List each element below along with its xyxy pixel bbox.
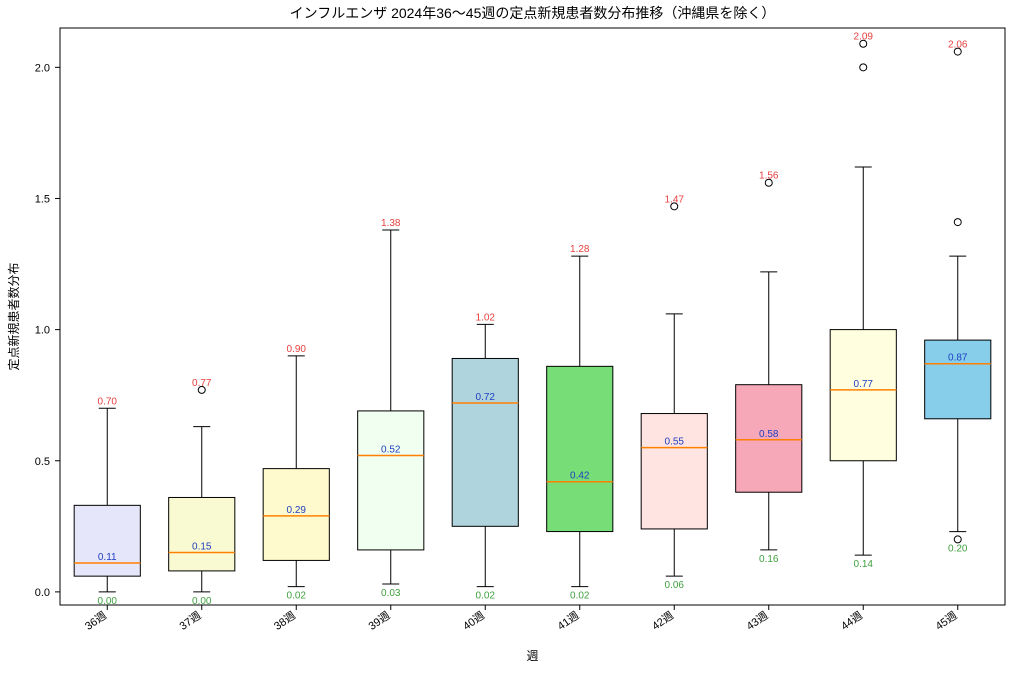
svg-text:1.28: 1.28 <box>570 244 590 255</box>
y-axis-label: 定点新規患者数分布 <box>6 262 21 370</box>
svg-text:0.20: 0.20 <box>948 543 968 554</box>
boxplot-chart: 0.0 0.5 1.0 1.5 2.0 36週 37週 38週 39週 40週 41週 42週 43週 4… <box>0 0 1024 683</box>
svg-text:1.56: 1.56 <box>759 171 779 182</box>
svg-text:0.77: 0.77 <box>192 378 212 389</box>
box-39週 <box>358 411 424 550</box>
svg-text:44週: 44週 <box>838 609 865 633</box>
svg-text:0.02: 0.02 <box>476 591 496 602</box>
box-40週 <box>452 358 518 526</box>
svg-text:0.0: 0.0 <box>35 587 50 599</box>
svg-text:0.29: 0.29 <box>287 505 307 516</box>
svg-text:40週: 40週 <box>460 609 487 633</box>
svg-text:39週: 39週 <box>366 609 393 633</box>
svg-text:0.72: 0.72 <box>476 392 496 403</box>
svg-text:37週: 37週 <box>177 609 204 633</box>
box-41週 <box>547 366 613 531</box>
svg-text:2.06: 2.06 <box>948 40 968 51</box>
svg-text:1.47: 1.47 <box>665 194 685 205</box>
svg-text:0.14: 0.14 <box>854 559 874 570</box>
svg-text:45週: 45週 <box>933 609 960 633</box>
box-37週 <box>169 497 235 570</box>
svg-text:1.0: 1.0 <box>35 325 50 337</box>
svg-text:1.5: 1.5 <box>35 193 50 205</box>
svg-text:0.77: 0.77 <box>854 379 874 390</box>
svg-text:0.42: 0.42 <box>570 471 590 482</box>
svg-text:0.58: 0.58 <box>759 429 779 440</box>
svg-text:38週: 38週 <box>271 609 298 633</box>
box-44週 <box>830 330 896 461</box>
svg-text:42週: 42週 <box>649 609 676 633</box>
svg-text:0.16: 0.16 <box>759 554 779 565</box>
svg-text:0.87: 0.87 <box>948 353 968 364</box>
svg-text:1.38: 1.38 <box>381 218 401 229</box>
box-42週 <box>641 414 707 529</box>
svg-text:0.15: 0.15 <box>192 542 212 553</box>
svg-text:0.06: 0.06 <box>665 580 685 591</box>
svg-text:0.11: 0.11 <box>98 552 117 563</box>
svg-text:0.55: 0.55 <box>665 437 685 448</box>
svg-text:43週: 43週 <box>744 609 771 633</box>
svg-text:2.0: 2.0 <box>35 62 50 74</box>
svg-text:1.02: 1.02 <box>476 312 496 323</box>
x-axis-label: 週 <box>526 649 538 663</box>
svg-text:2.09: 2.09 <box>854 32 874 43</box>
svg-text:0.00: 0.00 <box>98 596 118 607</box>
svg-text:36週: 36週 <box>82 609 109 633</box>
svg-text:0.70: 0.70 <box>98 396 118 407</box>
box-36週 <box>74 505 140 576</box>
svg-text:0.5: 0.5 <box>35 456 50 468</box>
svg-text:0.52: 0.52 <box>381 445 401 456</box>
svg-text:0.03: 0.03 <box>381 588 401 599</box>
svg-text:0.02: 0.02 <box>287 591 307 602</box>
svg-text:0.02: 0.02 <box>570 591 590 602</box>
svg-text:0.90: 0.90 <box>287 344 307 355</box>
chart-title: インフルエンザ 2024年36〜45週の定点新規患者数分布推移（沖縄県を除く） <box>290 5 776 21</box>
svg-text:0.00: 0.00 <box>192 596 212 607</box>
svg-text:41週: 41週 <box>555 609 582 633</box>
